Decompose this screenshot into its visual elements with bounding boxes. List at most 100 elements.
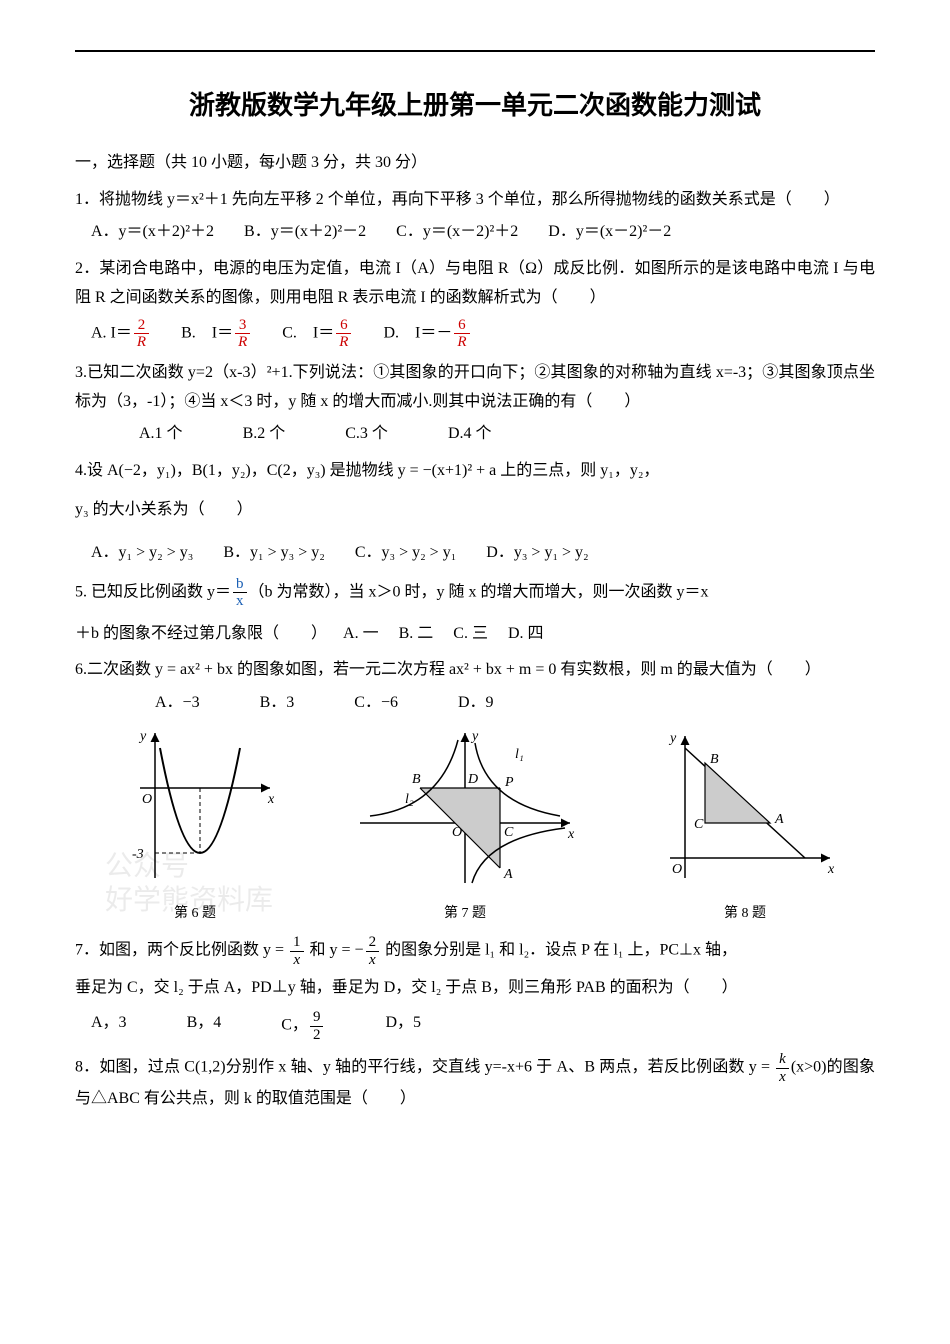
q5-stem-a: 5. 已知反比例函数 y＝ [75, 583, 231, 600]
q5-option-b: B. 二 [399, 625, 434, 642]
section-1-heading: 一，选择题（共 10 小题，每小题 3 分，共 30 分） [75, 149, 875, 178]
q6-option-a: A．−3 [155, 689, 200, 718]
q1-option-b: B．y＝(x＋2)²－2 [244, 218, 366, 247]
figure-q7: x y O l₁ l₂ B D P C A 第 7 题 [350, 728, 580, 926]
q3-option-b: B.2 个 [243, 420, 286, 449]
question-8: 8．如图，过点 C(1,2)分别作 x 轴、y 轴的平行线，交直线 y=-x+6… [75, 1051, 875, 1114]
q5-frac-num: b [233, 576, 247, 594]
figure-q7-svg: x y O l₁ l₂ B D P C A [350, 728, 580, 888]
fig8-y: y [668, 731, 677, 746]
q3-option-c: C.3 个 [345, 420, 388, 449]
q2d-frac: 6R [454, 317, 469, 351]
q2d-num: 6 [454, 317, 469, 335]
fig7-x: x [567, 827, 575, 842]
figure-q8-svg: x y O C A B [650, 728, 840, 888]
q4-option-c: C．y₃ > y₂ > y₁ [355, 539, 456, 568]
q2d-pre: D. I＝－ [383, 324, 452, 341]
q2a-num: 2 [134, 317, 149, 335]
question-7-line1: 7．如图，两个反比例函数 y = 1x 和 y = −2x 的图象分别是 l₁ … [75, 934, 875, 968]
q1-option-d: D．y＝(x－2)²－2 [548, 218, 671, 247]
fig6-origin-label: O [142, 792, 152, 807]
question-2-stem: 2．某闭合电路中，电源的电压为定值，电流 I（A）与电阻 R（Ω）成反比例．如图… [75, 255, 875, 313]
q7-frac2: 2x [366, 934, 380, 968]
q7-option-d: D，5 [385, 1009, 421, 1043]
q2b-den: R [235, 334, 250, 351]
q7-option-c: C，92 [281, 1009, 325, 1043]
fig7-P: P [504, 775, 514, 790]
q2a-frac: 2R [134, 317, 149, 351]
q7c-frac: 92 [310, 1009, 324, 1043]
question-1: 1．将抛物线 y＝x²＋1 先向左平移 2 个单位，再向下平移 3 个单位，那么… [75, 186, 875, 248]
figures-row: 公众号好学熊资料库 x y O -3 第 6 题 [75, 728, 875, 926]
q3-option-d: D.4 个 [448, 420, 492, 449]
q7-option-b: B，4 [187, 1009, 222, 1043]
q2-option-d: D. I＝－6R [383, 317, 471, 351]
q2-option-c: C. I＝6R [282, 317, 353, 351]
q4-option-a: A．y₁ > y₂ > y₃ [91, 539, 193, 568]
fig8-A: A [774, 812, 784, 827]
q2c-pre: C. I＝ [282, 324, 334, 341]
q3-option-a: A.1 个 [139, 420, 183, 449]
q2a-den: R [134, 334, 149, 351]
q5-frac-den: x [233, 593, 247, 610]
question-4-stem-a: 4.设 A(−2，y₁)，B(1，y₂)，C(2，y₃) 是抛物线 y = −(… [75, 457, 875, 486]
q7c-den: 2 [310, 1027, 324, 1044]
page-title: 浙教版数学九年级上册第一单元二次函数能力测试 [75, 82, 875, 129]
q7-c: 的图象分别是 l₁ 和 l₂．设点 P 在 l₁ 上，PC⊥x 轴， [381, 942, 737, 959]
q5-stem-b: （b 为常数），当 x＞0 时，y 随 x 的增大而增大，则一次函数 y＝x [249, 583, 709, 600]
q8-a: 8．如图，过点 C(1,2)分别作 x 轴、y 轴的平行线，交直线 y=-x+6… [75, 1059, 774, 1076]
fig7-y: y [470, 729, 479, 744]
fig7-l2: l₂ [405, 792, 414, 807]
fig8-B: B [710, 752, 719, 767]
q7-frac1: 1x [290, 934, 304, 968]
q2-option-b: B. I＝3R [181, 317, 252, 351]
q6-option-d: D．9 [458, 689, 494, 718]
q7c-pre: C， [281, 1017, 308, 1034]
q8-frac: kx [776, 1051, 789, 1085]
question-6-stem: 6.二次函数 y = ax² + bx 的图象如图，若一元二次方程 ax² + … [75, 656, 875, 685]
question-3: 3.已知二次函数 y=2（x-3）²+1.下列说法：①其图象的开口向下；②其图象… [75, 359, 875, 449]
q5-frac: bx [233, 576, 247, 610]
q8-fn: k [776, 1051, 789, 1069]
question-7-line2: 垂足为 C，交 l₂ 于点 A，PD⊥y 轴，垂足为 D，交 l₂ 于点 B，则… [75, 974, 875, 1003]
q2a-pre: A. I＝ [91, 324, 132, 341]
q6-option-b: B．3 [260, 689, 295, 718]
question-8-stem: 8．如图，过点 C(1,2)分别作 x 轴、y 轴的平行线，交直线 y=-x+6… [75, 1051, 875, 1114]
q7-option-a: A，3 [91, 1009, 127, 1043]
fig8-x: x [827, 862, 835, 877]
q2c-frac: 6R [336, 317, 351, 351]
figure-q6-svg: x y O -3 [110, 728, 280, 888]
figure-q7-caption: 第 7 题 [350, 901, 580, 926]
question-3-stem: 3.已知二次函数 y=2（x-3）²+1.下列说法：①其图象的开口向下；②其图象… [75, 359, 875, 417]
question-4-stem-b: y₃ 的大小关系为（ ） [75, 496, 875, 525]
question-5: 5. 已知反比例函数 y＝bx（b 为常数），当 x＞0 时，y 随 x 的增大… [75, 576, 875, 649]
q2c-num: 6 [336, 317, 351, 335]
question-2: 2．某闭合电路中，电源的电压为定值，电流 I（A）与电阻 R（Ω）成反比例．如图… [75, 255, 875, 351]
q4-option-d: D．y₃ > y₁ > y₂ [486, 539, 588, 568]
fig8-C: C [694, 817, 704, 832]
figure-q6-caption: 第 6 题 [110, 901, 280, 926]
q7-f1d: x [290, 952, 304, 969]
figure-q6: x y O -3 第 6 题 [110, 728, 280, 926]
q2-option-a: A. I＝2R [91, 317, 151, 351]
q7c-num: 9 [310, 1009, 324, 1027]
q2d-den: R [454, 334, 469, 351]
question-4: 4.设 A(−2，y₁)，B(1，y₂)，C(2，y₃) 是抛物线 y = −(… [75, 457, 875, 567]
q2b-frac: 3R [235, 317, 250, 351]
question-1-stem: 1．将抛物线 y＝x²＋1 先向左平移 2 个单位，再向下平移 3 个单位，那么… [75, 186, 875, 215]
figure-q8: x y O C A B 第 8 题 [650, 728, 840, 926]
q5-option-d: D. 四 [508, 625, 544, 642]
fig7-l1: l₁ [515, 747, 524, 762]
fig7-B: B [412, 772, 421, 787]
q7-f2d: x [366, 952, 380, 969]
q5-option-c: C. 三 [453, 625, 488, 642]
fig8-O: O [672, 862, 682, 877]
q5-stem-c: ＋b 的图象不经过第几象限（ ） [75, 625, 327, 642]
q1-option-c: C．y＝(x－2)²＋2 [396, 218, 518, 247]
fig7-A: A [503, 867, 513, 882]
fig6-minus3: -3 [132, 847, 144, 862]
fig7-D: D [467, 772, 478, 787]
q7-b: 和 y = − [306, 942, 364, 959]
q4-option-b: B．y₁ > y₃ > y₂ [223, 539, 324, 568]
figure-q8-caption: 第 8 题 [650, 901, 840, 926]
